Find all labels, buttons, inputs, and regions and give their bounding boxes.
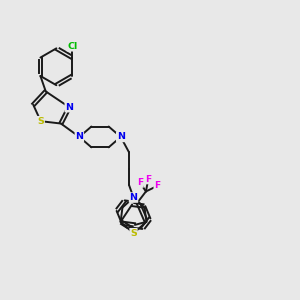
Text: S: S — [37, 117, 44, 126]
Text: N: N — [117, 132, 125, 141]
Text: N: N — [130, 193, 137, 202]
Text: F: F — [154, 182, 160, 190]
Text: F: F — [137, 178, 143, 187]
Text: F: F — [145, 175, 152, 184]
Text: N: N — [65, 103, 73, 112]
Text: N: N — [75, 132, 83, 141]
Text: Cl: Cl — [67, 42, 77, 51]
Text: S: S — [130, 229, 137, 238]
